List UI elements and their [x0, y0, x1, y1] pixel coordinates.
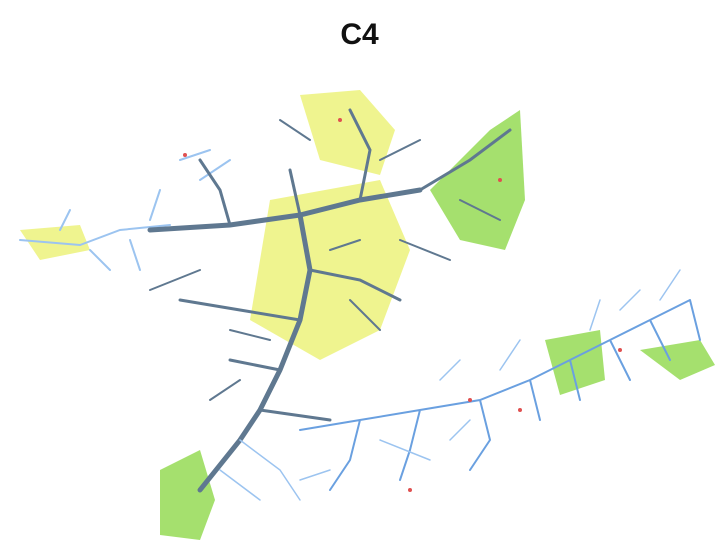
patch	[300, 90, 395, 175]
point	[338, 118, 342, 122]
point	[183, 153, 187, 157]
point	[498, 178, 502, 182]
sample-points	[183, 118, 622, 492]
point	[408, 488, 412, 492]
patch	[160, 450, 215, 540]
patch	[640, 340, 715, 380]
patch	[545, 330, 605, 395]
point	[468, 398, 472, 402]
point	[618, 348, 622, 352]
river-network-map	[0, 0, 719, 547]
point	[518, 408, 522, 412]
page: C4	[0, 0, 719, 547]
